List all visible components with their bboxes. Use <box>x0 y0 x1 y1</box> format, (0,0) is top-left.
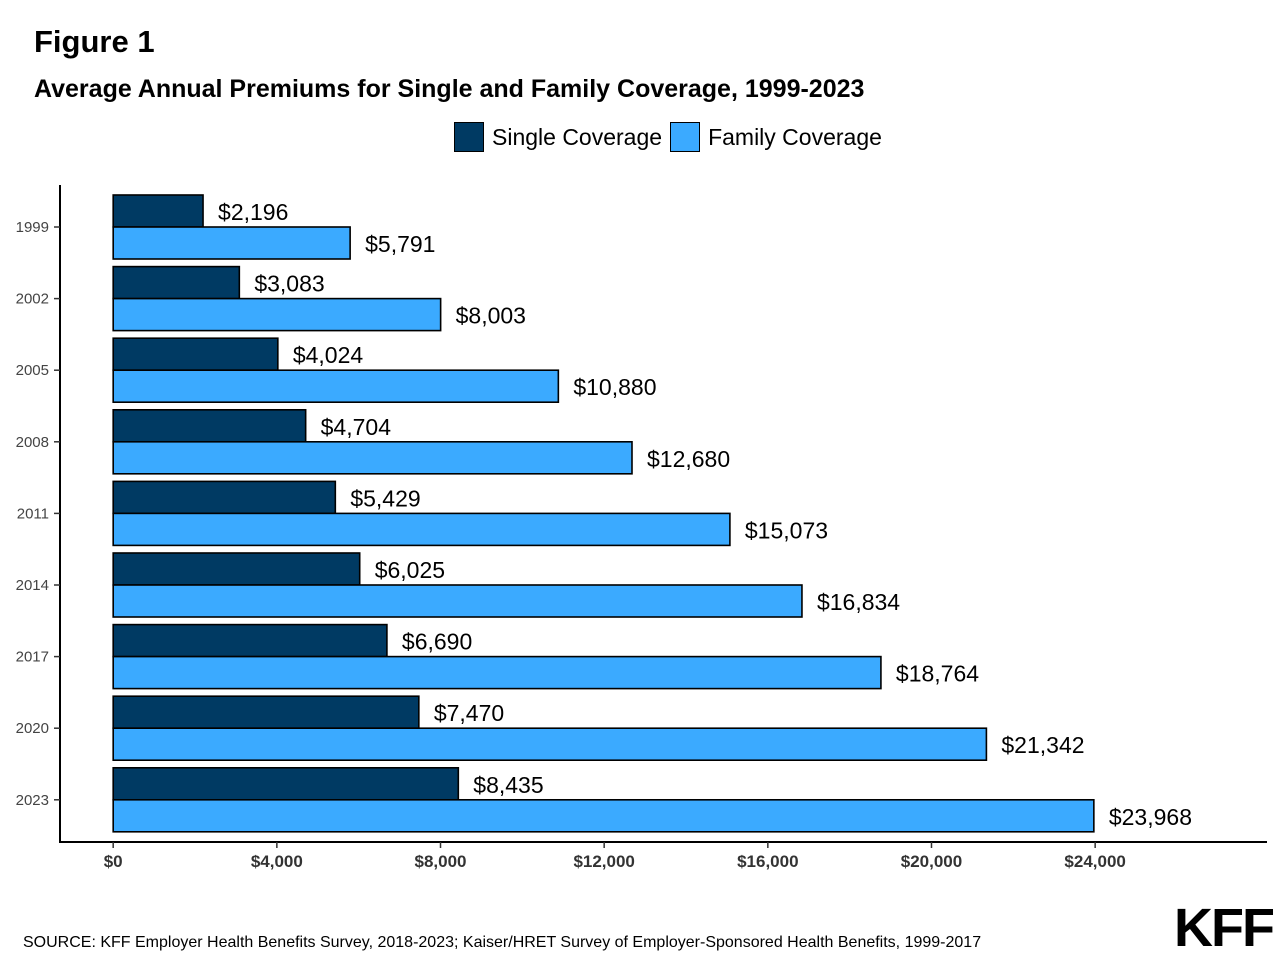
y-tick-label: 2005 <box>16 362 49 379</box>
bar-family <box>112 226 351 260</box>
bar-family <box>112 297 442 332</box>
x-tick-label: $12,000 <box>573 852 634 871</box>
bar-single <box>112 194 204 228</box>
data-label-family: $15,073 <box>745 517 828 543</box>
legend-swatch-family <box>670 122 701 152</box>
x-tick-label: $20,000 <box>901 852 962 871</box>
bar-single <box>112 337 279 372</box>
data-label-single: $5,429 <box>350 485 420 511</box>
chart-title: Average Annual Premiums for Single and F… <box>34 75 865 103</box>
y-tick-label: 2014 <box>16 577 49 594</box>
data-label-family: $16,834 <box>817 589 900 615</box>
bar-single <box>112 766 460 801</box>
figure-label: Figure 1 <box>34 24 155 59</box>
data-label-family: $12,680 <box>647 446 730 472</box>
data-label-single: $6,690 <box>402 629 472 655</box>
bar-single <box>112 408 307 443</box>
data-label-family: $8,003 <box>456 303 526 329</box>
data-label-family: $18,764 <box>896 661 979 687</box>
x-tick-label: $8,000 <box>415 852 467 871</box>
bar-single <box>112 265 241 300</box>
bar-single <box>112 623 388 658</box>
legend-item-single: Single Coverage <box>454 122 662 152</box>
bar-single <box>112 552 361 586</box>
x-tick-label: $24,000 <box>1064 852 1125 871</box>
bar-family <box>112 369 560 404</box>
bar-family <box>112 584 803 618</box>
data-label-family: $21,342 <box>1001 732 1084 758</box>
kff-logo: KFF <box>1174 898 1275 958</box>
data-label-single: $7,470 <box>434 700 504 726</box>
chart-legend: Single Coverage Family Coverage <box>454 120 890 154</box>
data-label-single: $4,704 <box>321 414 392 440</box>
data-label-single: $6,025 <box>375 557 445 583</box>
bar-family <box>112 727 988 762</box>
bar-family <box>112 655 882 690</box>
legend-label-family: Family Coverage <box>708 123 882 150</box>
data-label-single: $4,024 <box>293 342 364 368</box>
bar-family <box>112 512 731 547</box>
bar-single <box>112 480 337 515</box>
data-label-single: $3,083 <box>254 271 324 297</box>
data-label-single: $8,435 <box>473 772 543 798</box>
source-note: SOURCE: KFF Employer Health Benefits Sur… <box>23 934 982 951</box>
legend-item-family: Family Coverage <box>670 122 882 152</box>
x-tick-label: $16,000 <box>737 852 798 871</box>
y-tick-label: 1999 <box>16 219 49 236</box>
data-label-family: $5,791 <box>365 231 435 257</box>
y-tick-label: 2017 <box>16 649 49 666</box>
x-tick-label: $0 <box>104 852 123 871</box>
bar-family <box>112 798 1095 833</box>
y-tick-label: 2002 <box>16 291 49 308</box>
x-tick-label: $4,000 <box>251 852 303 871</box>
data-label-single: $2,196 <box>218 199 288 225</box>
y-tick-label: 2023 <box>16 792 49 809</box>
legend-label-single: Single Coverage <box>492 123 663 150</box>
y-tick-label: 2020 <box>16 720 49 737</box>
legend-swatch-single <box>454 122 484 152</box>
data-label-family: $23,968 <box>1109 804 1192 830</box>
bar-single <box>112 695 420 730</box>
bar-family <box>112 440 633 475</box>
data-label-family: $10,880 <box>573 374 656 400</box>
y-tick-label: 2011 <box>17 505 49 522</box>
y-tick-label: 2008 <box>16 434 49 451</box>
